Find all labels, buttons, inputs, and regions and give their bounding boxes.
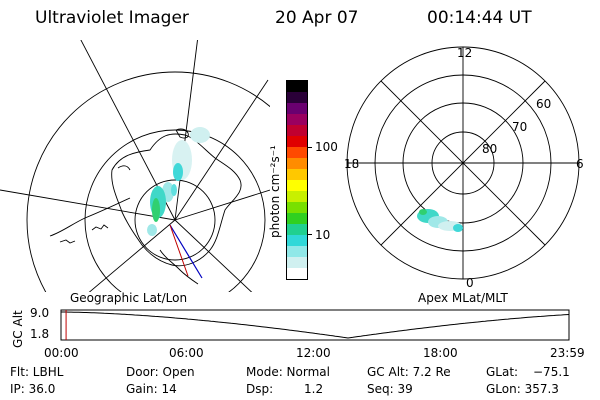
colorbar-tick-10: 10	[315, 228, 331, 242]
mlt-label-12: 12	[457, 46, 473, 60]
geographic-label: Geographic Lat/Lon	[70, 291, 188, 305]
aurora-oval-emission	[417, 209, 463, 232]
colorbar-band	[287, 125, 307, 137]
colorbar-tick-100: 100	[315, 140, 338, 154]
coastline	[159, 249, 199, 285]
colorbar-band	[287, 268, 307, 280]
glat-info-value: −75.1	[533, 365, 570, 379]
timeline-xtick-3: 18:00	[423, 346, 458, 360]
mlt-label-18: 18	[344, 157, 360, 171]
meridian	[80, 40, 176, 221]
mlt-label-0: 0	[466, 276, 474, 290]
colorbar-band	[287, 235, 307, 247]
island-coastline	[59, 239, 76, 244]
gain-info: Gain: 14	[126, 382, 177, 396]
colorbar-band	[287, 92, 307, 104]
geographic-map	[0, 40, 270, 292]
meridian	[88, 219, 176, 292]
dsp-info-value: 1.2	[304, 382, 324, 396]
lat-circle	[26, 71, 270, 292]
colorbar-gradient	[287, 81, 307, 280]
timeline-xtick-0: 00:00	[44, 346, 79, 360]
meridian	[174, 40, 198, 221]
sun-direction	[169, 224, 189, 277]
mlt-label-6: 6	[576, 157, 584, 171]
colorbar-band	[287, 147, 307, 159]
colorbar-tick	[307, 147, 312, 148]
meridian	[174, 79, 269, 221]
glat-info-label: GLat:	[486, 365, 519, 379]
lat-circle	[134, 179, 216, 261]
ip-info: IP: 36.0	[10, 382, 56, 396]
colorbar-band	[287, 103, 307, 115]
timeline-frame	[60, 309, 570, 341]
island-coastline	[175, 128, 189, 139]
filter-info: Flt: LBHL	[10, 365, 64, 379]
seq-info: Seq: 39	[367, 382, 413, 396]
colorbar-band	[287, 169, 307, 181]
colorbar	[286, 80, 308, 280]
colorbar-band	[287, 114, 307, 126]
date-label: 20 Apr 07	[275, 8, 359, 28]
timeline-xtick-4: 23:59	[550, 346, 585, 360]
mlat-label-60: 60	[536, 97, 552, 111]
coastline	[117, 165, 131, 171]
altitude-timeline	[60, 309, 570, 341]
dsp-info-label: Dsp:	[246, 382, 274, 396]
orbit-track	[169, 224, 203, 279]
instrument-title: Ultraviolet Imager	[35, 8, 189, 28]
colorbar-tick	[307, 234, 312, 235]
gcalt-info: GC Alt: 7.2 Re	[367, 365, 451, 379]
timeline-xtick-2: 12:00	[296, 346, 331, 360]
meridian	[174, 189, 270, 221]
lat-circle	[84, 129, 266, 292]
mlat-label-80: 80	[482, 142, 498, 156]
door-info: Door: Open	[126, 365, 195, 379]
time-label: 00:14:44 UT	[427, 8, 532, 28]
meridian	[174, 219, 253, 292]
apex-label: Apex MLat/MLT	[418, 291, 508, 305]
colorbar-band	[287, 213, 307, 225]
altitude-curve	[61, 311, 570, 339]
colorbar-band	[287, 180, 307, 192]
glon-info: GLon: 357.3	[486, 382, 559, 396]
colorbar-band	[287, 202, 307, 214]
island-coastline	[91, 224, 109, 231]
colorbar-band	[287, 257, 307, 269]
mlat-label-70: 70	[512, 120, 528, 134]
colorbar-band	[287, 246, 307, 258]
antarctica-coastline	[111, 133, 242, 267]
mode-info: Mode: Normal	[246, 365, 330, 379]
colorbar-band	[287, 158, 307, 170]
timeline-y-title: GC Alt	[11, 310, 25, 348]
colorbar-band	[287, 224, 307, 236]
aurora-emission	[147, 127, 210, 236]
magnetic-polar-plot	[346, 46, 580, 280]
colorbar-band	[287, 136, 307, 148]
colorbar-band	[287, 191, 307, 203]
meridian	[0, 189, 176, 221]
colorbar-band	[287, 81, 307, 93]
peninsula-coastline	[49, 197, 131, 237]
timeline-xtick-1: 06:00	[169, 346, 204, 360]
colorbar-label: photon cm⁻²s⁻¹	[268, 145, 282, 238]
timeline-ytick-9: 9.0	[30, 306, 50, 320]
timeline-ytick-1.8: 1.8	[30, 327, 50, 341]
mlt-diagonal-line	[380, 80, 546, 246]
